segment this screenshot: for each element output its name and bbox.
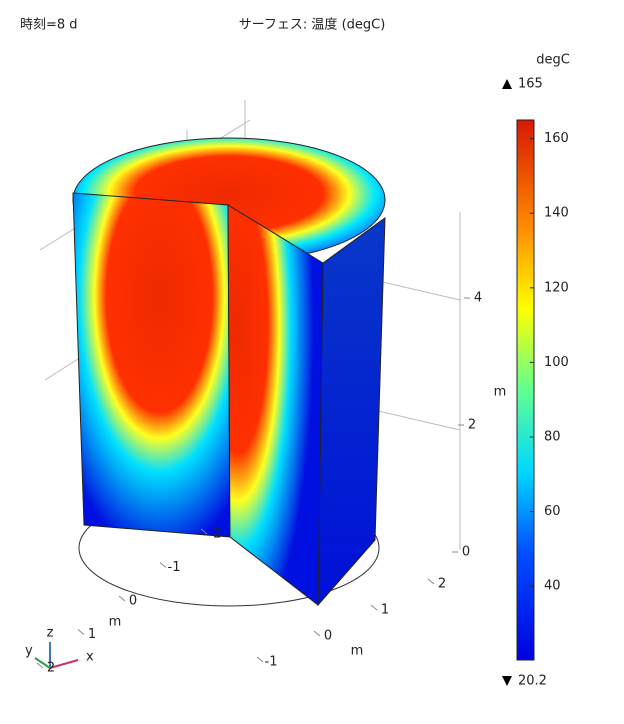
max-marker: [502, 79, 512, 89]
triad-y: y: [25, 644, 33, 659]
outer-surface: [317, 216, 386, 607]
min-marker: [502, 676, 512, 686]
x-tick-label: 0: [324, 629, 332, 644]
triad-z: z: [47, 626, 54, 641]
y-tick: [36, 662, 44, 669]
y-tick-label: -2: [209, 527, 222, 542]
time-label: 時刻=8 d: [20, 18, 78, 33]
y-tick: [200, 528, 208, 535]
colorbar-unit: degC: [536, 53, 570, 68]
cylinder: [72, 137, 386, 607]
colorbar-tick-label: 80: [544, 429, 561, 444]
cut-face-right: [227, 204, 324, 607]
x-tick: [427, 578, 435, 585]
z-axis-label: m: [494, 385, 507, 400]
y-tick: [77, 629, 85, 635]
x-tick-label: 1: [381, 603, 389, 618]
colorbar-tick-label: 100: [544, 355, 569, 370]
y-tick-label: -1: [168, 560, 181, 575]
colorbar-max: 165: [518, 77, 543, 92]
colorbar-tick-label: 140: [544, 206, 569, 221]
z-tick-label: 2: [468, 418, 476, 433]
y-tick: [118, 595, 126, 602]
chart-title: サーフェス: 温度 (degC): [239, 17, 386, 33]
colorbar-tick-label: 60: [544, 504, 561, 519]
y-tick: [159, 562, 167, 568]
y-tick-label: 0: [129, 594, 137, 609]
colorbar-min: 20.2: [518, 674, 547, 689]
x-tick-label: 2: [438, 577, 446, 592]
y-axis-label: m: [109, 615, 122, 630]
z-tick-label: 0: [462, 545, 470, 560]
colorbar-tick-label: 160: [544, 131, 569, 146]
y-tick-label: 1: [88, 627, 96, 642]
triad-x: x: [86, 650, 94, 665]
axis-triad: [34, 642, 79, 669]
x-tick: [313, 630, 321, 637]
colorbar-tick-label: 120: [544, 280, 569, 295]
x-tick: [256, 656, 264, 663]
colorbar: [516, 119, 535, 661]
y-tick-label: 2: [47, 661, 55, 676]
z-tick-label: 4: [474, 291, 482, 306]
x-tick: [370, 604, 378, 611]
x-tick-label: -1: [265, 655, 278, 670]
colorbar-tick-label: 40: [544, 579, 561, 594]
cut-face-left: [72, 192, 231, 538]
x-axis-label: m: [351, 644, 364, 659]
